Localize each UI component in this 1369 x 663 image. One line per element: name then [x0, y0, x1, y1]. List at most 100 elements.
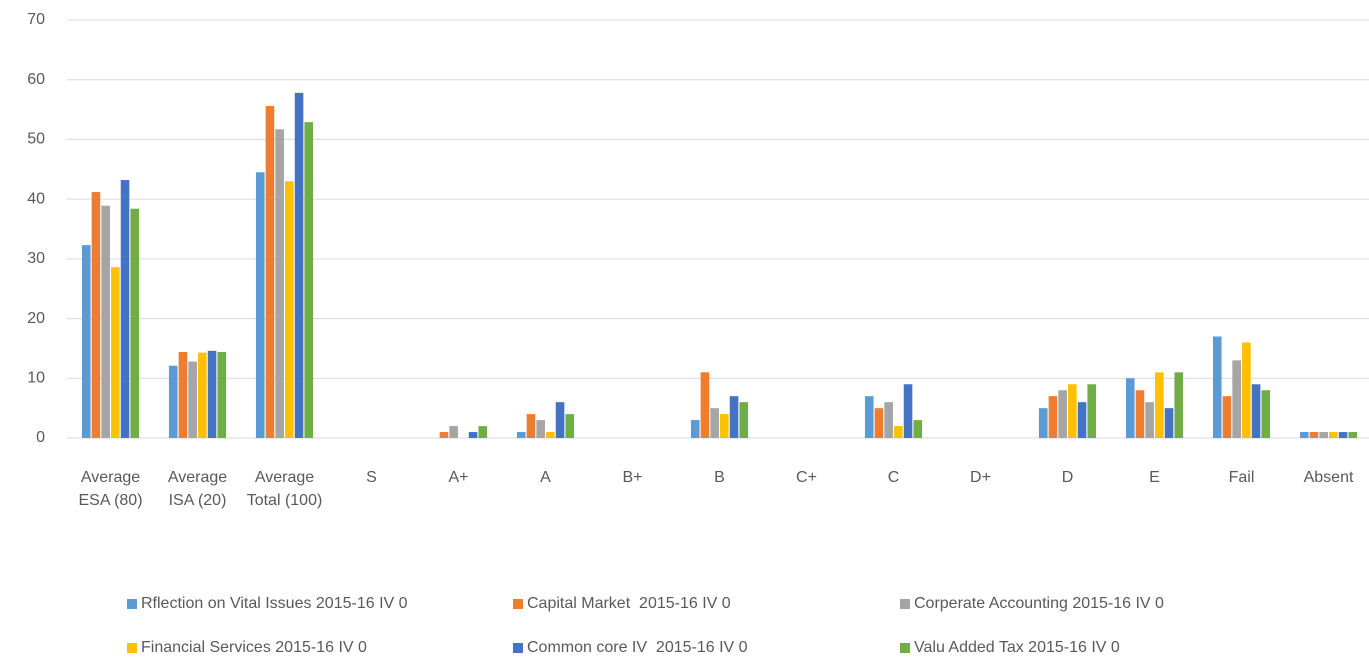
- x-tick-label: A+: [448, 469, 469, 486]
- x-tick-label: Absent: [1303, 469, 1354, 486]
- bar: [1299, 432, 1309, 438]
- bar: [449, 426, 458, 438]
- bar: [1251, 384, 1261, 438]
- bar: [894, 426, 903, 438]
- bar: [468, 432, 478, 438]
- bar: [81, 245, 91, 438]
- bar: [198, 352, 207, 438]
- legend-item: Common core IV 2015-16 IV 0: [513, 636, 900, 659]
- bar: [1164, 408, 1174, 438]
- bar: [1087, 384, 1097, 438]
- bar: [913, 420, 923, 438]
- bar: [1174, 372, 1184, 438]
- bar: [546, 432, 555, 438]
- bar: [516, 432, 526, 438]
- bar: [188, 361, 197, 438]
- x-tick-label: Average ISA (20): [167, 469, 228, 509]
- bar: [1058, 390, 1067, 438]
- legend-label: Common core IV 2015-16 IV 0: [527, 638, 748, 656]
- bar: [565, 414, 575, 438]
- legend-item: Capital Market 2015-16 IV 0: [513, 592, 900, 615]
- legend-swatch: [127, 642, 137, 653]
- bar: [1212, 336, 1222, 438]
- y-tick-label: 60: [27, 71, 45, 88]
- bar: [478, 426, 488, 438]
- legend-label: Valu Added Tax 2015-16 IV 0: [914, 638, 1120, 656]
- y-tick-label: 30: [27, 250, 45, 267]
- legend-label: Financial Services 2015-16 IV 0: [141, 638, 367, 656]
- bar: [207, 350, 217, 438]
- y-tick-label: 0: [36, 429, 45, 446]
- y-tick-label: 50: [27, 131, 45, 148]
- legend-label: Capital Market 2015-16 IV 0: [527, 594, 731, 612]
- bar: [526, 414, 536, 438]
- y-tick-label: 40: [27, 190, 45, 207]
- bar: [178, 352, 188, 438]
- bar: [710, 408, 719, 438]
- bar: [1077, 402, 1087, 438]
- bar: [1125, 378, 1135, 438]
- x-tick-label: S: [366, 469, 377, 486]
- bar: [275, 129, 284, 438]
- bar: [1068, 384, 1077, 438]
- bar: [1232, 360, 1241, 438]
- legend-swatch: [513, 598, 523, 609]
- bar: [1135, 390, 1145, 438]
- bar: [555, 402, 565, 438]
- legend-label: Corperate Accounting 2015-16 IV 0: [914, 594, 1164, 612]
- x-tick-label: C: [887, 469, 900, 486]
- legend-item: Valu Added Tax 2015-16 IV 0: [900, 636, 1300, 659]
- bar: [304, 122, 314, 439]
- y-tick-label: 20: [27, 310, 45, 327]
- bar: [720, 414, 729, 438]
- bar: [1338, 432, 1348, 438]
- bar: [1329, 432, 1338, 438]
- bar: [255, 172, 265, 438]
- bar: [111, 267, 120, 438]
- bar: [739, 402, 749, 438]
- bar: [120, 180, 130, 438]
- legend-item: Rflection on Vital Issues 2015-16 IV 0: [127, 592, 513, 615]
- bar: [690, 420, 700, 438]
- x-tick-label: D+: [970, 469, 991, 486]
- x-tick-label: A: [540, 469, 551, 486]
- bar: [903, 384, 913, 438]
- legend-swatch: [513, 642, 523, 653]
- bar: [294, 92, 304, 438]
- bar: [91, 191, 101, 438]
- x-tick-label: Average Total (100): [246, 469, 323, 509]
- bar: [439, 432, 449, 438]
- bar: [729, 396, 739, 438]
- bar: [168, 365, 178, 438]
- x-tick-label: D: [1061, 469, 1074, 486]
- x-tick-label: C+: [796, 469, 817, 486]
- bar: [1038, 408, 1048, 438]
- bar: [130, 208, 140, 438]
- bar: [1222, 396, 1232, 438]
- bar: [864, 396, 874, 438]
- bar: [874, 408, 884, 438]
- legend-label: Rflection on Vital Issues 2015-16 IV 0: [141, 594, 408, 612]
- bar: [700, 372, 710, 438]
- y-tick-label: 10: [27, 370, 45, 387]
- bar: [1145, 402, 1154, 438]
- legend-item: Corperate Accounting 2015-16 IV 0: [900, 592, 1300, 615]
- bar: [1261, 390, 1271, 438]
- bar: [1155, 372, 1164, 438]
- legend-swatch: [900, 642, 910, 653]
- bar: [217, 352, 227, 438]
- x-tick-label: Fail: [1228, 469, 1255, 486]
- bar: [1242, 342, 1251, 438]
- bar: [285, 181, 294, 438]
- x-tick-label: Average ESA (80): [78, 469, 143, 509]
- bar: [1348, 432, 1358, 438]
- bar: [1048, 396, 1058, 438]
- legend-swatch: [127, 598, 137, 609]
- bar: [101, 205, 110, 438]
- x-tick-label: E: [1149, 469, 1160, 486]
- bar: [884, 402, 893, 438]
- y-tick-label: 70: [27, 11, 45, 28]
- bar: [1309, 432, 1319, 438]
